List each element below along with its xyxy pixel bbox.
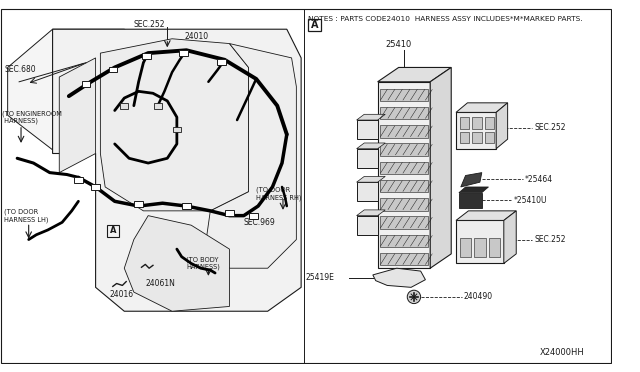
Text: 24010: 24010 [184,32,209,41]
Bar [249,213,258,218]
Text: 25410: 25410 [385,40,412,49]
Text: (TO DOOR
HARNESS LH): (TO DOOR HARNESS LH) [4,209,49,222]
Bar [380,107,428,119]
Polygon shape [496,103,508,149]
Polygon shape [456,211,516,221]
Bar [356,182,378,201]
Polygon shape [461,173,482,187]
Bar [472,117,482,129]
Bar [472,132,482,143]
Bar [474,238,486,257]
Bar [460,117,469,129]
Polygon shape [205,44,296,268]
Bar [378,82,430,268]
Text: 25419E: 25419E [306,273,335,282]
Bar [380,217,428,229]
Polygon shape [60,58,95,173]
Bar [173,127,180,132]
Bar [154,103,161,109]
Bar [380,89,428,101]
Text: 24061N: 24061N [145,279,175,288]
Text: SEC.252: SEC.252 [534,235,566,244]
Polygon shape [373,268,426,287]
Bar [459,193,482,208]
Bar [380,180,428,192]
Polygon shape [504,211,516,263]
Bar [356,120,378,139]
Bar [380,161,428,174]
Bar [380,125,428,138]
Bar [142,53,150,59]
Text: (TO BODY
HARNESS): (TO BODY HARNESS) [186,256,220,270]
Polygon shape [8,29,153,154]
Text: A: A [311,20,318,30]
Bar [109,67,117,72]
Text: 240490: 240490 [463,292,493,301]
Bar [92,184,100,190]
Bar [356,216,378,235]
Bar [74,177,83,183]
Text: SEC.252: SEC.252 [134,20,165,29]
Polygon shape [459,187,488,193]
Bar [488,238,500,257]
Polygon shape [356,114,385,120]
Bar [182,203,191,209]
Bar [356,149,378,168]
Bar [460,238,471,257]
Text: SEC.252: SEC.252 [534,123,566,132]
Bar [120,103,128,109]
Text: SEC.680: SEC.680 [4,65,36,74]
Bar [308,19,321,31]
Bar [484,117,494,129]
Bar [134,201,143,207]
Polygon shape [124,216,229,311]
Bar [484,132,494,143]
Text: NOTES : PARTS CODE24010  HARNESS ASSY INCLUDES*M*MARKED PARTS.: NOTES : PARTS CODE24010 HARNESS ASSY INC… [308,16,582,22]
Polygon shape [356,210,385,216]
Text: *25464: *25464 [525,175,553,184]
Text: 24016: 24016 [110,291,134,299]
Text: SEC.969: SEC.969 [244,218,276,227]
Text: A: A [110,227,116,235]
Bar [179,50,188,56]
Text: (TO DOOR
HARNESS RH): (TO DOOR HARNESS RH) [256,187,301,201]
Text: *25410U: *25410U [513,196,547,205]
Polygon shape [456,103,508,112]
Bar [380,235,428,247]
Circle shape [407,290,420,304]
Bar [460,132,469,143]
Bar [225,210,234,216]
Bar [107,225,120,237]
Text: X24000HH: X24000HH [540,348,585,357]
Polygon shape [356,176,385,182]
Polygon shape [378,67,451,82]
Bar [380,143,428,156]
Polygon shape [430,67,451,268]
Bar [456,112,496,149]
Bar [218,59,226,65]
Polygon shape [356,143,385,149]
Bar [82,81,90,87]
Bar [380,198,428,211]
Polygon shape [100,39,248,211]
Polygon shape [52,29,301,311]
Text: (TO ENGINEROOM
 HARNESS): (TO ENGINEROOM HARNESS) [2,110,62,124]
Bar [456,221,504,263]
Bar [380,253,428,265]
